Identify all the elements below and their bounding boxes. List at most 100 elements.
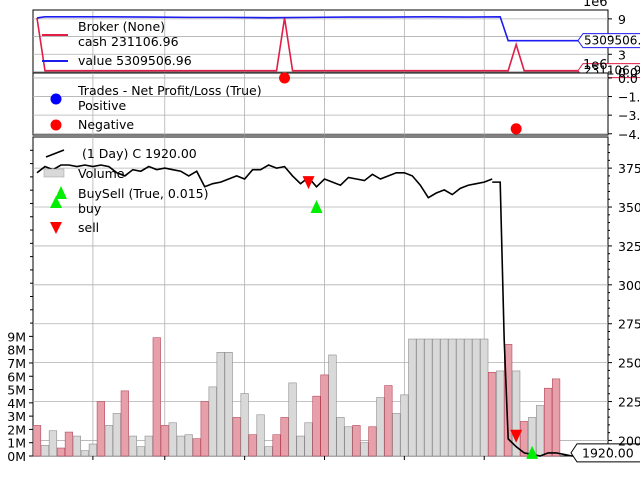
price-ytick-label: 3250 [618,239,640,254]
close-last-value-label: 1920.00 [570,443,640,463]
volume-bar [424,338,433,457]
volume-bar [376,397,385,457]
volume-bar [48,430,58,457]
volume-series [32,337,561,457]
volume-bar [144,435,153,457]
close-line [36,164,493,199]
legend-sell-label: sell [78,220,99,235]
volume-bar [272,434,281,457]
broker-y-axis: 0.0 3 9 [608,12,638,80]
legend-positive-label: Positive [78,98,126,113]
volume-bar [512,370,521,457]
broker-line-cash [36,17,589,72]
trades-ytick-label: −3.0 [618,108,640,123]
volume-bar [120,390,129,457]
buysell-series [54,176,539,459]
volume-ytick-label: 1M [7,436,26,451]
volume-bar [232,417,241,457]
volume-bar [400,394,409,457]
volume-bar [488,371,497,457]
broker-ytick-label: 0.0 [618,65,638,80]
legend-volume-swatch [43,168,65,178]
legend-buy-marker [50,196,62,208]
volume-bar [80,450,90,457]
volume-bar [56,447,66,457]
trade-point-negative [279,72,291,84]
legend-value-label: value 5309506.96 [78,53,192,68]
volume-bar [240,393,249,457]
volume-bar [384,385,393,457]
volume-bar [168,422,177,457]
x-axis [92,456,485,460]
volume-bar [192,438,201,457]
volume-bar [152,337,161,457]
trades-legend: Trades - Net Profit/Loss (True) Positive… [50,83,262,132]
volume-bar [472,338,481,457]
volume-bar [256,414,265,457]
volume-bar [360,442,369,457]
trades-ytick-label: 0.0 [618,71,638,86]
volume-bar [40,445,50,457]
volume-bar [496,370,505,457]
broker-legend: Broker (None) cash 231106.96 value 53095… [42,19,192,68]
legend-buysell-title: BuySell (True, 0.015) [78,186,208,201]
volume-bar [344,426,353,457]
volume-bar [200,401,209,457]
buy-marker [310,200,323,214]
trades-y-axis: 0.0 −1.5 −3.0 −4.5 [608,71,640,142]
volume-bar [416,338,425,457]
broker-ytick-label: 3 [618,47,626,62]
volume-bar [96,401,105,457]
volume-bar [544,387,553,457]
trade-point-negative [510,123,522,135]
buy-marker [54,186,67,200]
broker-panel: 231106.965309506.96 0.039 1e6 Broker (No… [32,0,640,80]
broker-end-label-value: 5309506.96 [577,33,640,49]
volume-bar [264,446,273,457]
volume-ytick-label: 9M [7,329,26,344]
volume-bar [288,382,297,457]
price-ytick-label: 2250 [618,395,640,410]
volume-ytick-label: 3M [7,409,26,424]
volume-bar [128,435,137,457]
volume-bar [464,338,473,457]
volume-bar [304,422,313,457]
volume-ytick-label: 7M [7,356,26,371]
volume-bar [136,446,145,457]
trades-plot-area [32,72,609,136]
end-label-box [577,33,640,49]
volume-bar [480,338,489,457]
legend-buy-label: buy [78,201,102,216]
legend-positive-marker [50,93,62,105]
volume-ytick-label: 2M [7,422,26,437]
broker-ytick-label: 9 [618,12,626,27]
volume-bar [328,354,337,457]
volume-bar [432,338,441,457]
volume-bar [520,421,529,457]
price-ytick-label: 2500 [618,356,640,371]
volume-bar [216,352,225,457]
volume-bar [112,413,121,457]
trades-ytick-label: −4.5 [618,127,640,142]
price-ytick-label: 3000 [618,278,640,293]
legend-cash-label: cash 231106.96 [78,34,179,49]
last-value-text: 1920.00 [582,445,634,460]
legend-close-label: (1 Day) C 1920.00 [82,146,197,161]
volume-ytick-label: 4M [7,396,26,411]
price-ytick-label: 3500 [618,200,640,215]
broker-line-value [36,15,589,42]
volume-bar [368,426,377,457]
trades-exponent-label: 1e6 [583,58,608,73]
sell-marker [302,176,315,190]
price-ytick-label: 2750 [618,317,640,332]
volume-bar [160,425,169,457]
volume-bar [104,425,113,457]
volume-bar [176,435,185,457]
price-legend: (1 Day) C 1920.00 Volume BuySell (True, … [43,146,208,235]
broker-legend-title: Broker (None) [78,19,165,34]
legend-sell-marker [50,222,62,234]
legend-volume-label: Volume [78,166,125,181]
legend-negative-marker [50,119,62,131]
